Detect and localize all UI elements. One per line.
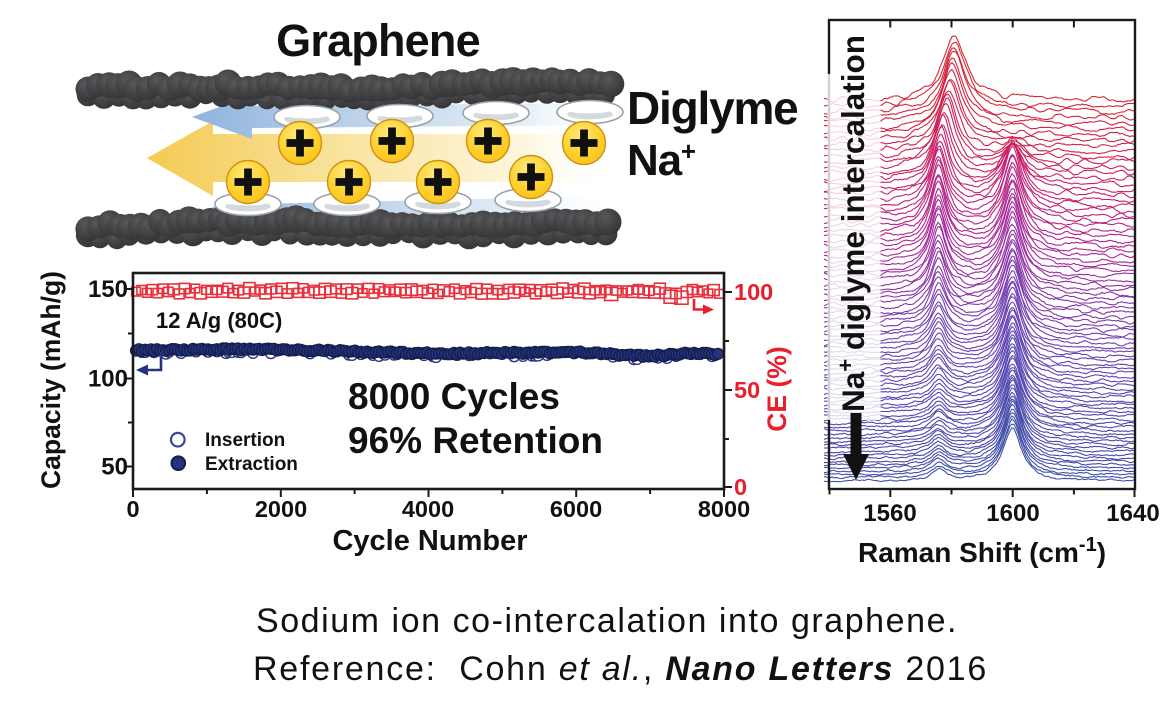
svg-text:1600: 1600 [986, 500, 1039, 527]
svg-text:0: 0 [126, 496, 139, 522]
svg-text:6000: 6000 [550, 496, 602, 522]
svg-text:CE (%): CE (%) [762, 346, 792, 431]
svg-text:100: 100 [88, 366, 128, 393]
svg-text:4000: 4000 [402, 496, 454, 522]
svg-text:12 A/g (80C): 12 A/g (80C) [156, 308, 282, 333]
svg-text:Raman Shift (cm-1): Raman Shift (cm-1) [858, 534, 1106, 568]
svg-text:50: 50 [734, 377, 760, 403]
svg-text:Cycle Number: Cycle Number [332, 525, 527, 557]
svg-text:Extraction: Extraction [205, 454, 298, 475]
svg-text:Na+ diglyme intercalation: Na+ diglyme intercalation [833, 35, 871, 412]
svg-text:96% Retention: 96% Retention [348, 420, 603, 461]
svg-text:2000: 2000 [255, 496, 307, 522]
svg-text:Capacity (mAh/g): Capacity (mAh/g) [36, 271, 66, 489]
svg-text:50: 50 [101, 454, 128, 481]
svg-text:Diglyme: Diglyme [627, 82, 798, 134]
svg-text:Sodium ion co-intercalation in: Sodium ion co-intercalation into graphen… [256, 602, 958, 640]
svg-text:0: 0 [734, 474, 747, 500]
svg-text:1640: 1640 [1106, 500, 1159, 527]
svg-text:Na+: Na+ [627, 136, 696, 185]
svg-text:Insertion: Insertion [205, 430, 285, 451]
svg-text:1560: 1560 [863, 500, 916, 527]
svg-text:Reference: Cohn et al., Nano: Reference: Cohn et al., Nano Letters 201… [253, 650, 988, 688]
svg-text:8000 Cycles: 8000 Cycles [348, 376, 560, 417]
svg-text:8000: 8000 [698, 496, 750, 522]
svg-text:150: 150 [88, 276, 128, 303]
svg-text:Graphene: Graphene [276, 15, 480, 66]
svg-text:100: 100 [734, 279, 773, 305]
